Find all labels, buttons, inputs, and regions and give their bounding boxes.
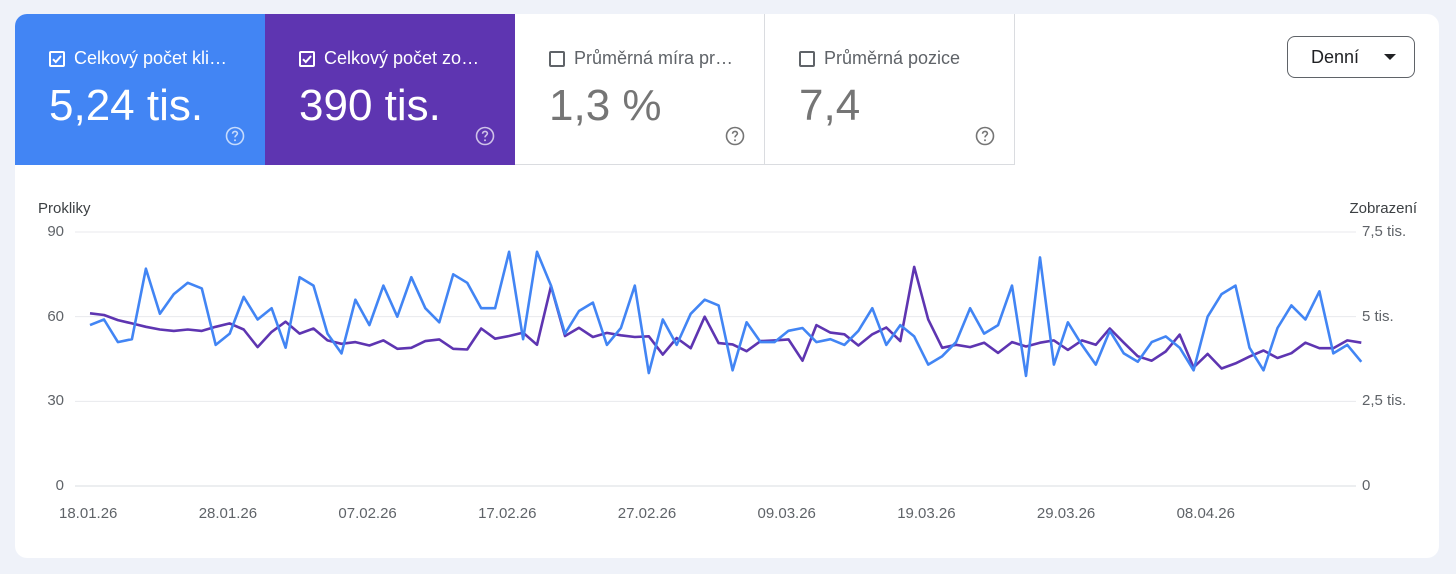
right-tick-label: 0 [1362, 477, 1371, 494]
x-tick-label: 28.01.26 [198, 505, 258, 522]
series-line-clicks [89, 250, 1363, 378]
metric-label: Celkový počet zo… [324, 48, 480, 68]
x-tick-label: 09.03.26 [757, 505, 816, 522]
help-icon[interactable] [475, 126, 495, 146]
checkbox-checked-icon[interactable] [49, 50, 65, 67]
right-tick-label: 7,5 tis. [1362, 223, 1407, 240]
dropdown-label: Denní [1311, 46, 1360, 67]
x-tick-label: 29.03.26 [1036, 505, 1096, 522]
metric-label: Průměrná míra pr… [574, 48, 734, 68]
metric-value: 1,3 % [549, 81, 662, 130]
x-tick-label: 17.02.26 [478, 505, 537, 522]
metric-value: 390 tis. [299, 81, 441, 130]
granularity-dropdown[interactable]: Denní [1287, 36, 1415, 78]
metric-tile-position[interactable]: Průměrná pozice 7,4 [765, 14, 1015, 165]
left-tick-label: 30 [47, 392, 64, 410]
metric-tile-clicks[interactable]: Celkový počet kli… 5,24 tis. [15, 14, 265, 165]
left-axis-title: Prokliky [38, 200, 91, 217]
metric-label: Celkový počet kli… [74, 48, 228, 68]
line-chart-svg [75, 231, 1363, 487]
metric-tiles: Celkový počet kli… 5,24 tis. Celkový poč… [15, 14, 1015, 165]
metric-label: Průměrná pozice [824, 48, 961, 68]
metric-value: 5,24 tis. [49, 81, 204, 130]
x-tick-label: 08.04.26 [1176, 505, 1235, 522]
x-tick-label: 18.01.26 [59, 505, 118, 522]
metric-value: 7,4 [799, 81, 861, 130]
right-tick-label: 5 tis. [1362, 307, 1394, 325]
caret-down-icon [1384, 54, 1396, 60]
x-tick-label: 27.02.26 [617, 505, 677, 522]
metric-tile-impressions[interactable]: Celkový počet zo… 390 tis. [265, 14, 515, 165]
x-tick-label: 07.02.26 [338, 505, 397, 522]
series-line-impressions [89, 265, 1362, 370]
left-tick-label: 90 [47, 223, 64, 240]
left-tick-label: 0 [55, 477, 64, 494]
help-icon[interactable] [975, 126, 995, 146]
metric-tile-ctr[interactable]: Průměrná míra pr… 1,3 % [515, 14, 765, 165]
left-tick-label: 60 [47, 307, 64, 325]
checkbox-unchecked-icon[interactable] [549, 50, 565, 67]
checkbox-unchecked-icon[interactable] [799, 50, 815, 67]
x-tick-label: 19.03.26 [897, 505, 956, 522]
help-icon[interactable] [225, 126, 245, 146]
right-axis-title: Zobrazení [1349, 200, 1417, 217]
right-tick-label: 2,5 tis. [1362, 392, 1407, 410]
performance-card: Celkový počet kli… 5,24 tis. Celkový poč… [15, 14, 1439, 558]
help-icon[interactable] [725, 126, 745, 146]
checkbox-checked-icon[interactable] [299, 50, 315, 67]
